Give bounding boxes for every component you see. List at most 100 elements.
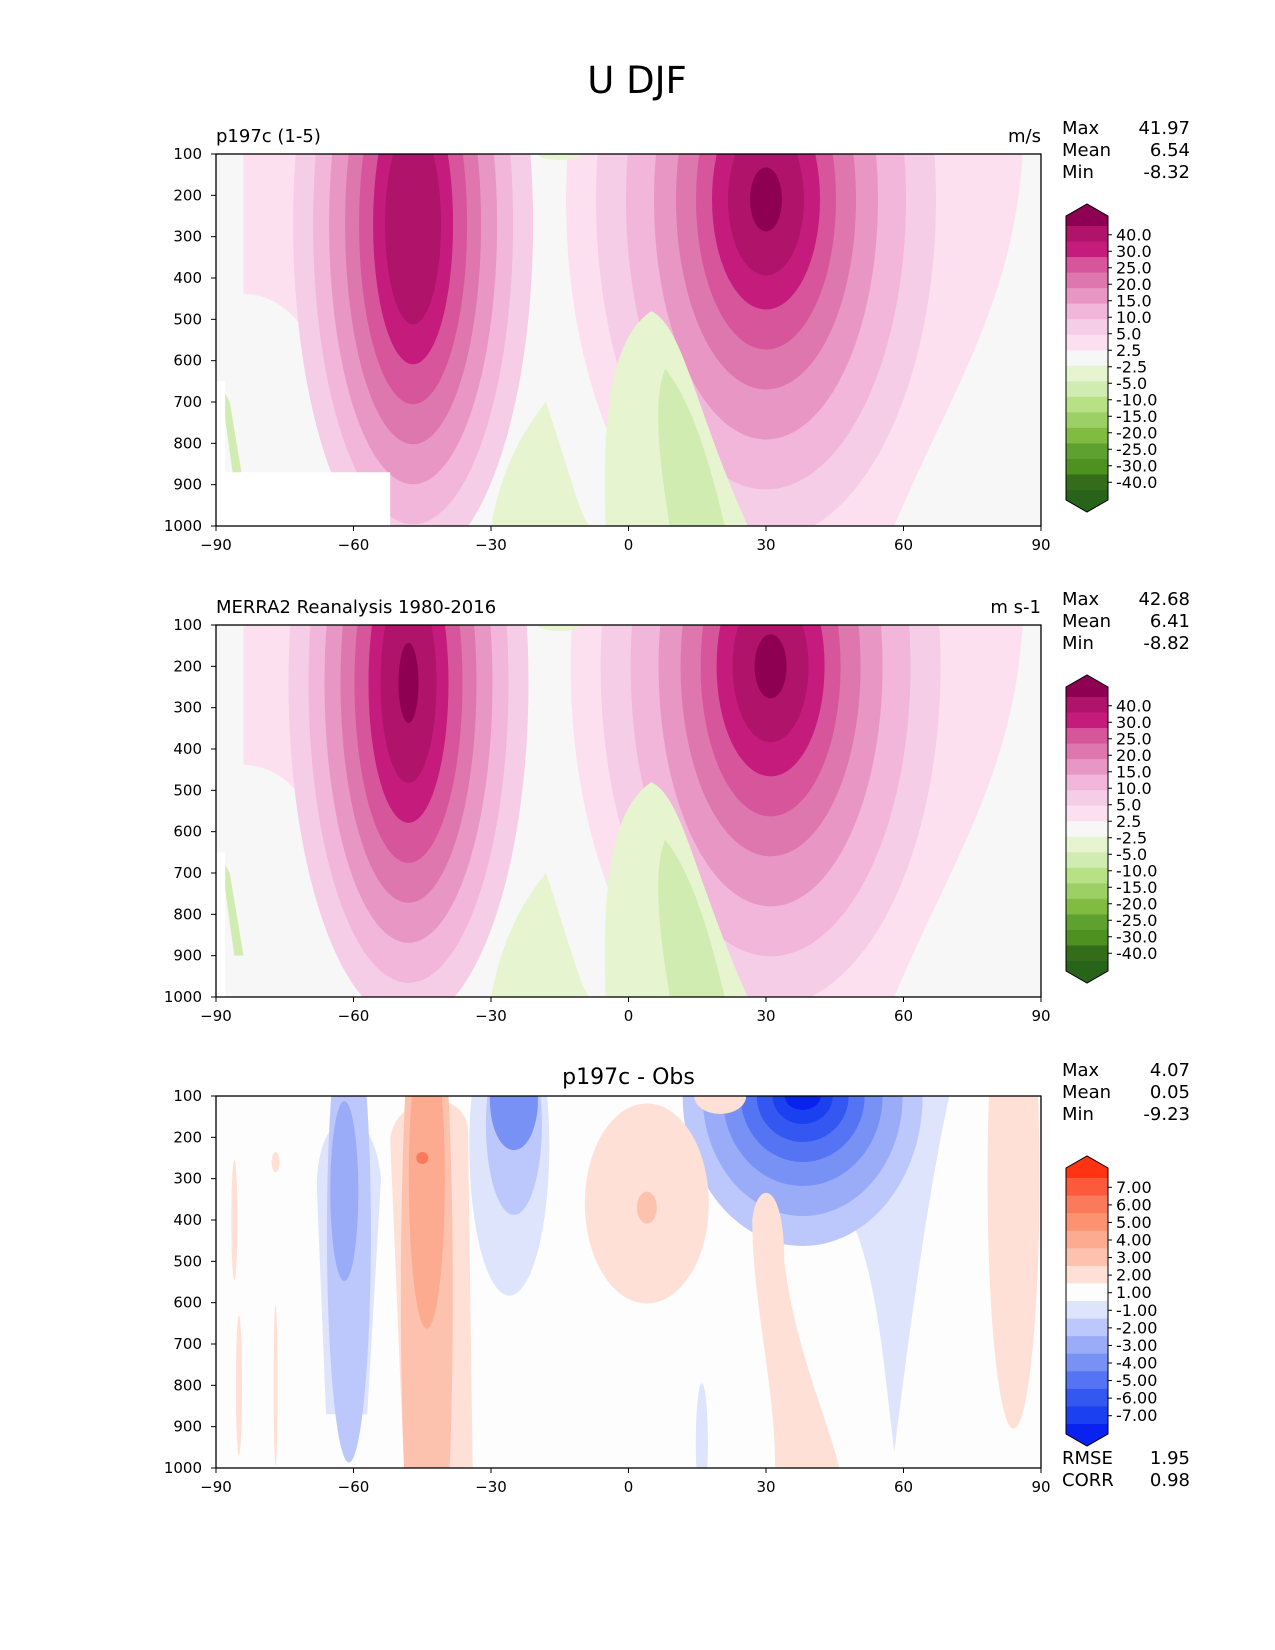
positive-band [273,1305,278,1466]
y-tick-label: 900 [173,947,202,965]
colorbar-segment [1066,790,1108,807]
colorbar-label: -6.00 [1116,1389,1157,1408]
colorbar-segment [1066,712,1108,729]
polar-easterly [220,385,244,485]
colorbar-label: 20.0 [1116,746,1152,765]
colorbar-label: -25.0 [1116,440,1157,459]
colorbar-label: -40.0 [1116,473,1157,492]
stat-value: 6.41 [1150,611,1190,632]
stat-value: -8.32 [1143,162,1190,183]
x-tick-label: 30 [756,536,775,554]
topography-mask [216,381,226,473]
colorbar-label: -20.0 [1116,894,1157,913]
stratospheric-easterly [537,154,582,160]
colorbar-segment [1066,1388,1108,1407]
y-tick-label: 500 [173,310,202,328]
colorbar-label: -20.0 [1116,423,1157,442]
x-tick-label: 90 [1031,536,1050,554]
y-tick-label: 200 [173,186,202,204]
colorbar-segment [1066,743,1108,760]
colorbar-label: -5.0 [1116,374,1147,393]
y-tick-label: 700 [173,393,202,411]
colorbar-segment [1066,288,1108,305]
stat-label: Min [1062,633,1094,654]
southern-jet-layer [385,154,442,325]
colorbar-label: 5.00 [1116,1213,1152,1232]
x-tick-label: 30 [756,1007,775,1025]
colorbar-segment [1066,1230,1108,1249]
polar-easterly [220,856,244,956]
colorbar-segment [1066,821,1108,838]
colorbar-segment [1066,350,1108,367]
colorbar-label: 20.0 [1116,275,1152,294]
positive-band [416,1152,429,1164]
colorbar-segment [1066,241,1108,258]
colorbar-segment [1066,1213,1108,1232]
colorbar-extend-bottom [1066,490,1108,512]
colorbar-segment [1066,1406,1108,1425]
stat-label: Min [1062,162,1094,183]
colorbar-label: -10.0 [1116,390,1157,409]
colorbar-label: -7.00 [1116,1406,1157,1425]
y-tick-label: 1000 [164,517,202,535]
x-tick-label: 90 [1031,1478,1050,1496]
colorbar-label: 10.0 [1116,779,1152,798]
stat-label: CORR [1062,1470,1114,1491]
colorbar-label: -10.0 [1116,861,1157,880]
easterly-wedge-sh [491,402,592,526]
colorbar-label: 3.00 [1116,1248,1152,1267]
stat-value: 42.68 [1138,589,1190,610]
colorbar-segment [1066,272,1108,289]
colorbar-outline [1065,203,1109,513]
negative-band [330,1101,359,1282]
colorbar-segment [1066,697,1108,714]
x-tick-label: −60 [338,1478,370,1496]
colorbar-outline [1065,1155,1109,1447]
x-tick-label: 60 [894,536,913,554]
negative-band [489,1096,538,1151]
x-tick-label: −30 [475,1007,507,1025]
colorbar-segment [1066,1318,1108,1337]
colorbar-label: -15.0 [1116,407,1157,426]
colorbar-segment [1066,412,1108,429]
colorbar-segment [1066,774,1108,791]
colorbar-segment [1066,867,1108,884]
colorbar-segment [1066,458,1108,475]
colorbar-label: 2.5 [1116,812,1141,831]
colorbar-label: 2.5 [1116,341,1141,360]
topography-mask [216,852,226,997]
x-tick-label: −30 [475,536,507,554]
colorbar-segment [1066,365,1108,382]
x-tick-label: 0 [624,1007,634,1025]
colorbar-segment [1066,945,1108,962]
stat-value: 1.95 [1150,1448,1190,1469]
colorbar-label: 7.00 [1116,1178,1152,1197]
panel-units: m/s [1008,126,1041,147]
colorbar-segment [1066,759,1108,776]
colorbar-segment [1066,1265,1108,1284]
topography-mask [216,472,391,526]
y-tick-label: 800 [173,434,202,452]
y-tick-label: 800 [173,1376,202,1394]
colorbar-label: -25.0 [1116,911,1157,930]
colorbar-label: 10.0 [1116,308,1152,327]
colorbar-label: -5.0 [1116,845,1147,864]
panel-title-left: MERRA2 Reanalysis 1980-2016 [216,597,496,618]
panel-units: m s-1 [990,597,1041,618]
colorbar-segment [1066,1353,1108,1372]
colorbar-segment [1066,257,1108,274]
colorbar-segment [1066,1371,1108,1390]
x-tick-label: −30 [475,1478,507,1496]
stat-label: Max [1062,118,1100,139]
positive-band [235,1315,242,1456]
y-tick-label: 1000 [164,988,202,1006]
y-tick-label: 100 [173,616,202,634]
colorbar-label: -15.0 [1116,878,1157,897]
positive-band [987,1096,1040,1429]
easterly-wedge-sh [491,873,592,997]
southern-jet-layer [398,642,419,723]
panel-title-left: p197c (1-5) [216,126,321,147]
y-tick-label: 300 [173,228,202,246]
